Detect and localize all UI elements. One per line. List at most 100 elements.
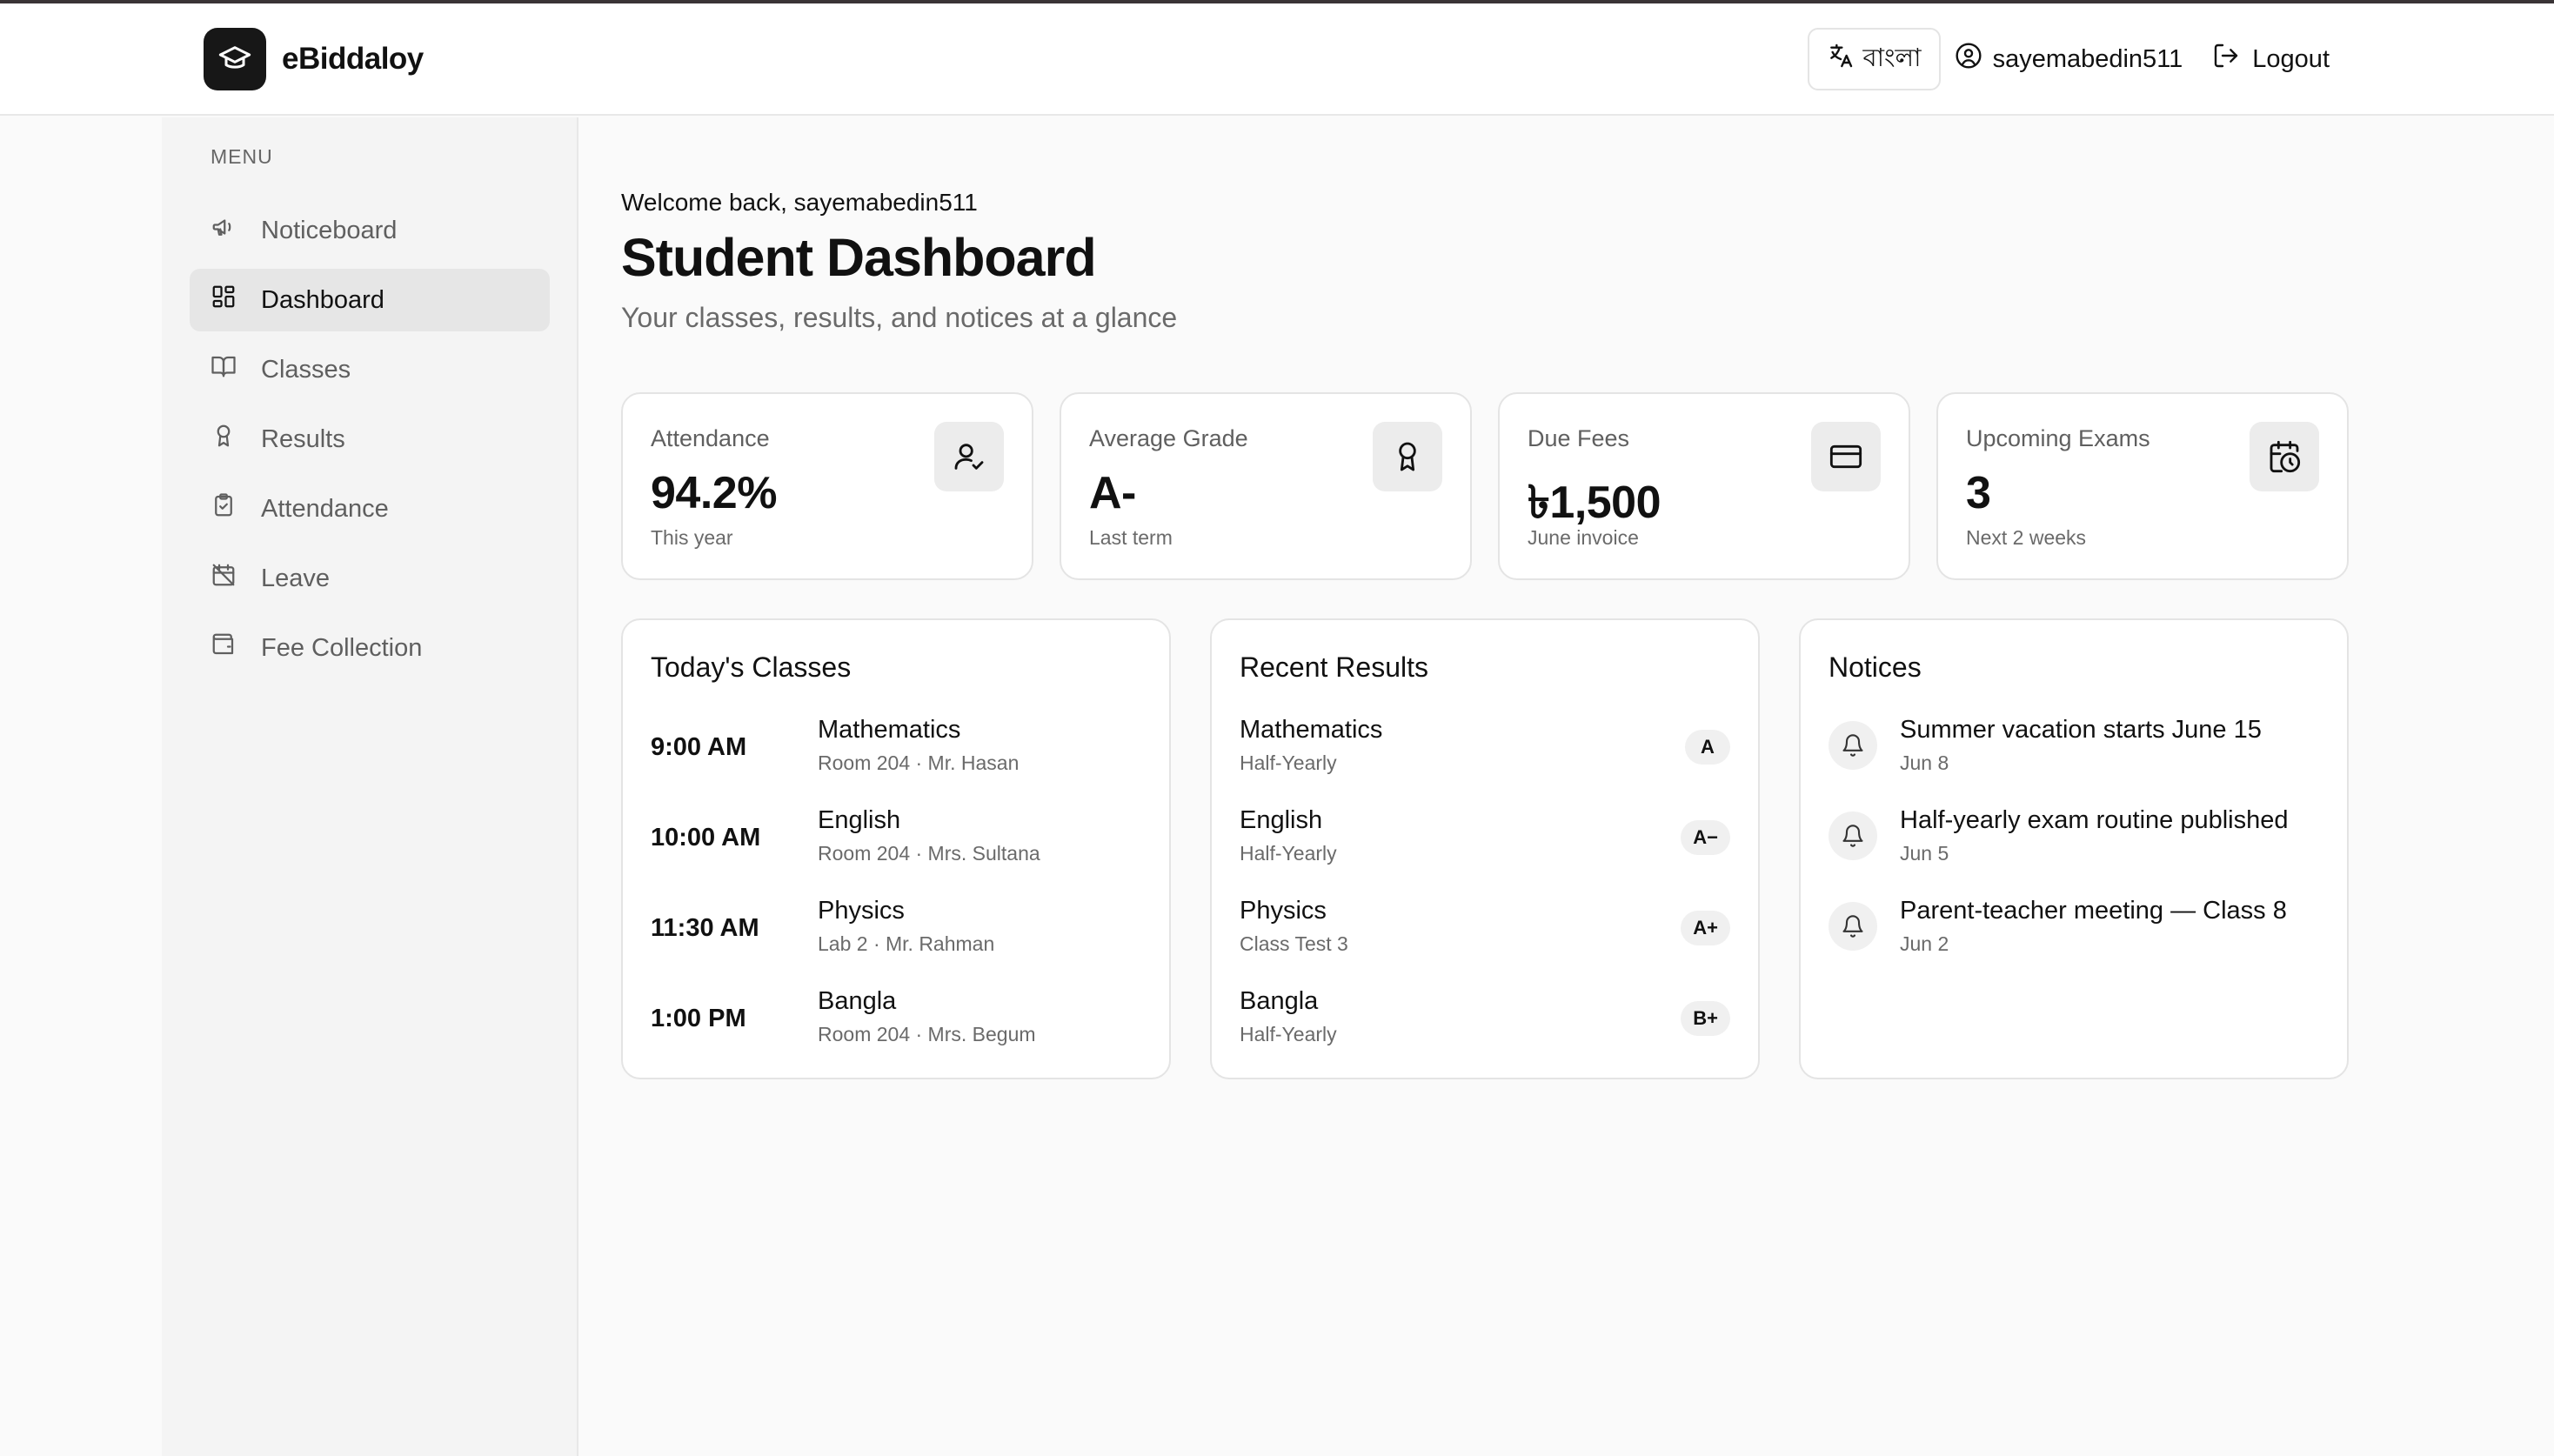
wallet-icon (211, 631, 237, 665)
notice-title: Half-yearly exam routine published (1900, 806, 2289, 834)
notice-row[interactable]: Half-yearly exam routine published Jun 5 (1829, 806, 2319, 897)
class-detail: Room 204 · Mrs. Sultana (818, 842, 1040, 865)
sidebar-item-label: Leave (261, 564, 331, 592)
sidebar-item-label: Noticeboard (261, 216, 398, 244)
sidebar: MENU Noticeboard Dashboard (162, 117, 578, 1456)
stat-label: Attendance (651, 425, 770, 451)
class-time: 1:00 PM (651, 1005, 746, 1032)
brand-name: eBiddaloy (282, 42, 424, 76)
sidebar-item-classes[interactable]: Classes (190, 338, 550, 401)
welcome-text: Welcome back, sayemabedin511 (621, 189, 978, 216)
sidebar-item-label: Fee Collection (261, 633, 423, 662)
notice-row[interactable]: Parent-teacher meeting — Class 8 Jun 2 (1829, 897, 2319, 987)
page-title: Student Dashboard (621, 228, 1097, 287)
calendar-off-icon (211, 562, 237, 595)
logout-button[interactable]: Logout (2212, 42, 2330, 77)
username: sayemabedin511 (1992, 44, 2183, 73)
class-subject: Physics (818, 897, 905, 925)
stat-sub: Next 2 weeks (1966, 526, 2087, 549)
bell-icon (1829, 721, 1877, 770)
class-subject: English (818, 806, 901, 834)
sidebar-nav: Noticeboard Dashboard Classes (190, 199, 550, 686)
graduation-cap-icon (204, 28, 266, 90)
brand[interactable]: eBiddaloy (204, 28, 424, 90)
result-row[interactable]: Physics Class Test 3 A+ (1240, 897, 1730, 987)
todays-classes-card: Today's Classes 9:00 AM Mathematics Room… (621, 618, 1171, 1079)
notice-title: Parent-teacher meeting — Class 8 (1900, 897, 2287, 925)
calendar-clock-icon (2250, 422, 2319, 491)
page-subtitle: Your classes, results, and notices at a … (621, 302, 1178, 333)
grade-badge: A− (1681, 820, 1730, 855)
sidebar-item-dashboard[interactable]: Dashboard (190, 269, 550, 331)
user-circle-icon (1955, 42, 1982, 77)
result-subject: English (1240, 806, 1323, 834)
grade-badge: B+ (1681, 1001, 1730, 1036)
stat-card-due-fees: Due Fees ৳1,500 June invoice (1498, 392, 1910, 580)
language-label: বাংলা (1862, 43, 1922, 72)
class-detail: Lab 2 · Mr. Rahman (818, 932, 995, 955)
class-detail: Room 204 · Mrs. Begum (818, 1023, 1036, 1045)
class-row[interactable]: 11:30 AM Physics Lab 2 · Mr. Rahman (651, 897, 1141, 987)
result-subject: Mathematics (1240, 716, 1383, 744)
stat-sub: June invoice (1528, 526, 1639, 549)
sidebar-item-fee-collection[interactable]: Fee Collection (190, 617, 550, 679)
sidebar-item-attendance[interactable]: Attendance (190, 478, 550, 540)
notice-date: Jun 8 (1900, 751, 1949, 774)
result-exam: Half-Yearly (1240, 842, 1337, 865)
card-title: Notices (1829, 651, 1922, 683)
stat-card-upcoming-exams: Upcoming Exams 3 Next 2 weeks (1936, 392, 2349, 580)
result-subject: Physics (1240, 897, 1327, 925)
bell-icon (1829, 902, 1877, 951)
panels-row: Today's Classes 9:00 AM Mathematics Room… (621, 618, 2349, 1079)
result-subject: Bangla (1240, 987, 1319, 1015)
user-check-icon (934, 422, 1004, 491)
top-border (0, 0, 2554, 3)
language-toggle-button[interactable]: বাংলা (1807, 28, 1941, 90)
sidebar-item-results[interactable]: Results (190, 408, 550, 471)
header-actions: বাংলা sayemabedin511 Logout (1807, 28, 2330, 90)
result-row[interactable]: English Half-Yearly A− (1240, 806, 1730, 897)
sidebar-item-label: Classes (261, 355, 351, 384)
translate-icon (1827, 42, 1855, 77)
result-exam: Class Test 3 (1240, 932, 1348, 955)
logout-label: Logout (2252, 44, 2330, 73)
dashboard-icon (211, 284, 237, 317)
user-menu[interactable]: sayemabedin511 (1955, 42, 2183, 77)
credit-card-icon (1811, 422, 1881, 491)
result-row[interactable]: Mathematics Half-Yearly A (1240, 716, 1730, 806)
sidebar-item-noticeboard[interactable]: Noticeboard (190, 199, 550, 262)
class-row[interactable]: 10:00 AM English Room 204 · Mrs. Sultana (651, 806, 1141, 897)
logout-icon (2212, 42, 2240, 77)
notice-row[interactable]: Summer vacation starts June 15 Jun 8 (1829, 716, 2319, 806)
sidebar-item-label: Dashboard (261, 285, 384, 314)
megaphone-icon (211, 214, 237, 247)
bell-icon (1829, 811, 1877, 860)
sidebar-item-label: Attendance (261, 494, 389, 523)
stat-sub: Last term (1089, 526, 1173, 549)
menu-label: MENU (211, 145, 273, 168)
stat-sub: This year (651, 526, 733, 549)
stats-row: Attendance 94.2% This year Average Grade… (621, 392, 2349, 580)
class-time: 10:00 AM (651, 824, 761, 852)
stat-card-attendance: Attendance 94.2% This year (621, 392, 1033, 580)
stat-label: Average Grade (1089, 425, 1248, 451)
sidebar-item-leave[interactable]: Leave (190, 547, 550, 610)
clipboard-check-icon (211, 492, 237, 525)
top-header: eBiddaloy বাংলা sayemabedin511 (0, 3, 2554, 116)
result-row[interactable]: Bangla Half-Yearly B+ (1240, 987, 1730, 1078)
award-icon (1373, 422, 1442, 491)
class-subject: Mathematics (818, 716, 961, 744)
book-icon (211, 353, 237, 386)
class-subject: Bangla (818, 987, 897, 1015)
notices-card: Notices Summer vacation starts June 15 J… (1799, 618, 2349, 1079)
notice-date: Jun 2 (1900, 932, 1949, 955)
class-time: 11:30 AM (651, 914, 759, 942)
class-row[interactable]: 9:00 AM Mathematics Room 204 · Mr. Hasan (651, 716, 1141, 806)
class-time: 9:00 AM (651, 733, 747, 761)
stat-label: Due Fees (1528, 425, 1630, 451)
class-row[interactable]: 1:00 PM Bangla Room 204 · Mrs. Begum (651, 987, 1141, 1078)
notice-date: Jun 5 (1900, 842, 1949, 865)
stat-value: A- (1089, 468, 1136, 518)
result-exam: Half-Yearly (1240, 1023, 1337, 1045)
grade-badge: A+ (1681, 911, 1730, 945)
